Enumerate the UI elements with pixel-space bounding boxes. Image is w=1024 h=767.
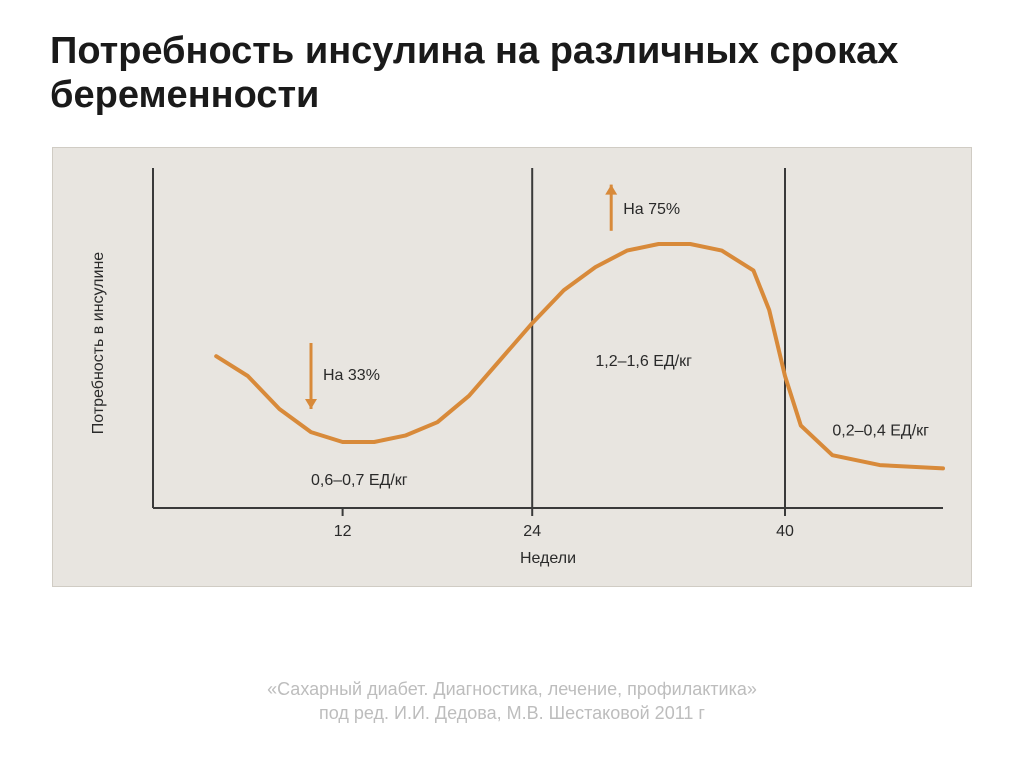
chart-container: 12 24 40 Недели Потребность в инсулине На 33%…: [52, 147, 972, 587]
citation-line-1: «Сахарный диабет. Диагностика, лечение, …: [0, 678, 1024, 701]
svg-text:Недели: Недели: [520, 550, 576, 567]
svg-text:0,6–0,7 ЕД/кг: 0,6–0,7 ЕД/кг: [311, 472, 408, 489]
slide-title: Потребность инсулина на различных сроках…: [50, 30, 974, 117]
citation-line-2: под ред. И.И. Дедова, М.В. Шестаковой 20…: [0, 702, 1024, 725]
citation: «Сахарный диабет. Диагностика, лечение, …: [0, 678, 1024, 725]
svg-text:40: 40: [776, 523, 794, 540]
svg-text:На 33%: На 33%: [323, 368, 380, 385]
svg-text:24: 24: [523, 523, 541, 540]
svg-text:12: 12: [334, 523, 352, 540]
svg-text:0,2–0,4 ЕД/кг: 0,2–0,4 ЕД/кг: [832, 423, 929, 440]
insulin-chart: 12 24 40 Недели Потребность в инсулине На 33%…: [53, 148, 973, 588]
svg-text:Потребность в инсулине: Потребность в инсулине: [90, 252, 107, 434]
svg-text:На 75%: На 75%: [623, 201, 680, 218]
svg-text:1,2–1,6 ЕД/кг: 1,2–1,6 ЕД/кг: [595, 353, 692, 370]
